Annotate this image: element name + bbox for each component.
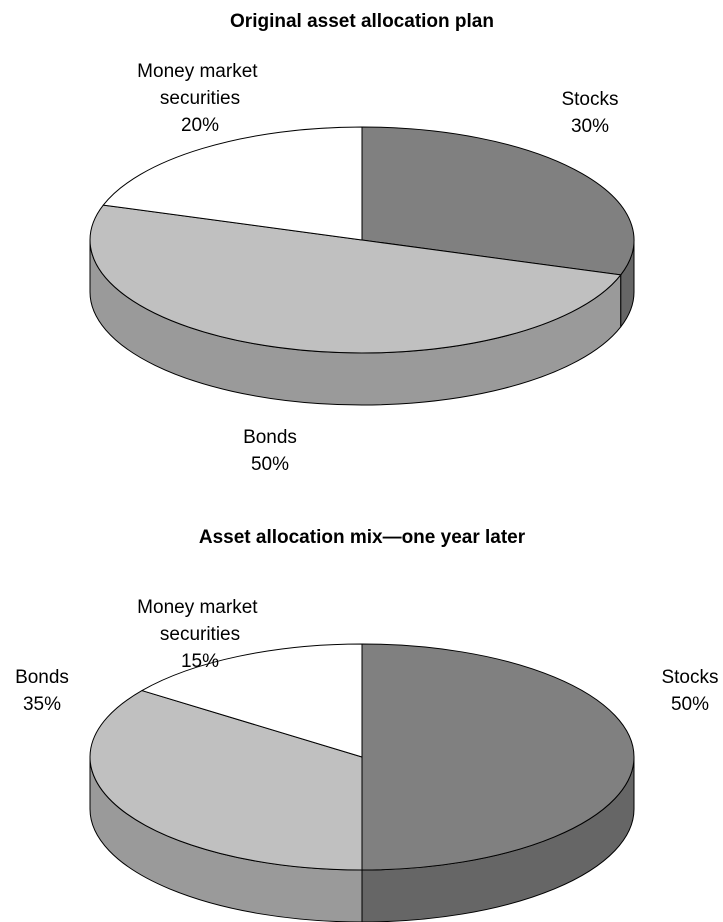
slice bbox=[361, 643, 635, 871]
slice-label: Stocks bbox=[561, 89, 618, 110]
slice-value-label: 50% bbox=[671, 694, 709, 715]
pie-chart: Asset allocation mix—one year later Stock… bbox=[15, 527, 719, 922]
slice-value-label: 35% bbox=[23, 694, 61, 715]
slice-value-label: 20% bbox=[181, 115, 219, 136]
slice bbox=[141, 643, 363, 758]
slice bbox=[361, 126, 635, 276]
slice bbox=[102, 126, 363, 241]
slice-label: Money market securities bbox=[137, 61, 263, 109]
slice-label: Bonds bbox=[15, 667, 69, 688]
slice-label: Stocks bbox=[661, 667, 718, 688]
pie-chart: Original asset allocation plan Stocks 30% B… bbox=[89, 11, 635, 475]
slice-label: Money market securities bbox=[137, 597, 263, 645]
slice bbox=[89, 204, 622, 354]
chart-title: Original asset allocation plan bbox=[230, 11, 494, 32]
slice-value-label: 30% bbox=[571, 116, 609, 137]
chart-title: Asset allocation mix—one year later bbox=[199, 527, 526, 548]
slice bbox=[89, 690, 363, 871]
slice-label: Bonds bbox=[243, 427, 297, 448]
slice-value-label: 15% bbox=[181, 651, 219, 672]
slice-value-label: 50% bbox=[251, 454, 289, 475]
